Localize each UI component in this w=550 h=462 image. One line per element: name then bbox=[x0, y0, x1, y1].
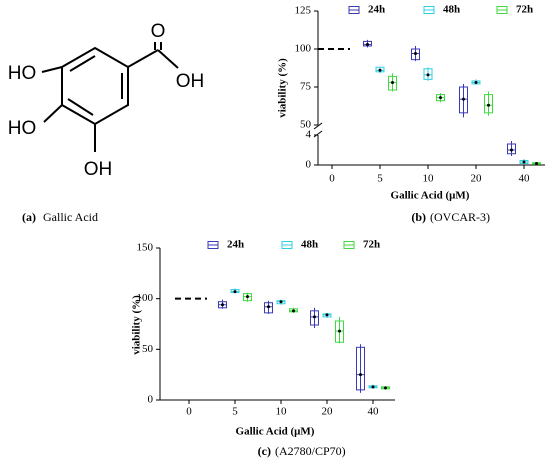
median-point bbox=[292, 309, 295, 313]
y-tick-label: 0 bbox=[148, 394, 154, 406]
y-tick-label: 0 bbox=[306, 159, 312, 171]
median-point bbox=[439, 96, 442, 100]
box bbox=[411, 48, 420, 61]
median-point bbox=[378, 68, 382, 72]
box bbox=[388, 75, 397, 91]
box bbox=[423, 68, 433, 80]
bond bbox=[41, 66, 63, 73]
median-point bbox=[246, 295, 249, 299]
median-point bbox=[510, 148, 513, 152]
axis-break bbox=[313, 130, 323, 138]
box bbox=[356, 346, 365, 391]
box bbox=[363, 40, 372, 47]
box bbox=[459, 86, 468, 114]
y-tick-label: 75 bbox=[300, 81, 312, 93]
x-tick-label: 40 bbox=[368, 406, 380, 418]
median-point bbox=[414, 52, 417, 56]
double-bond bbox=[69, 55, 96, 72]
x-axis-label: Gallic Acid (μM) bbox=[391, 190, 470, 202]
bond bbox=[43, 104, 63, 123]
caption: (OVCAR-3) bbox=[430, 210, 490, 224]
median-point bbox=[535, 162, 538, 165]
caption: Gallic Acid bbox=[43, 210, 98, 224]
box bbox=[243, 293, 252, 302]
median-point bbox=[221, 303, 224, 307]
x-tick-label: 40 bbox=[519, 173, 531, 185]
atom-label: OH bbox=[84, 159, 113, 180]
double-bond bbox=[67, 98, 94, 116]
box bbox=[484, 94, 493, 114]
x-tick-label: 10 bbox=[423, 173, 435, 185]
median-point bbox=[522, 160, 526, 164]
y-tick-label: 4 bbox=[306, 129, 312, 141]
caption-label: (b) bbox=[411, 210, 426, 224]
y-tick-label: 50 bbox=[300, 119, 312, 131]
median-point bbox=[325, 313, 329, 317]
median-point bbox=[371, 385, 375, 389]
caption: (A2780/CP70) bbox=[275, 444, 346, 458]
bond bbox=[157, 49, 179, 69]
y-tick-label: 100 bbox=[295, 43, 312, 55]
median-point bbox=[391, 80, 394, 84]
median-point bbox=[462, 97, 465, 101]
bond bbox=[127, 49, 159, 68]
box bbox=[310, 310, 319, 326]
x-tick-label: 20 bbox=[471, 173, 483, 185]
box bbox=[375, 66, 385, 73]
median-point bbox=[338, 329, 341, 333]
caption-label: (a) bbox=[22, 210, 36, 224]
box bbox=[264, 302, 273, 314]
x-tick-label: 20 bbox=[322, 406, 334, 418]
legend-label: 72h bbox=[516, 4, 533, 16]
box bbox=[507, 143, 516, 155]
median-point bbox=[313, 315, 316, 319]
y-tick-label: 100 bbox=[137, 292, 154, 304]
x-tick-label: 10 bbox=[276, 406, 288, 418]
atom-label: OH bbox=[176, 71, 205, 92]
median-point bbox=[279, 300, 283, 304]
y-axis-label: viability (%) bbox=[131, 295, 143, 355]
median-point bbox=[426, 73, 430, 77]
x-tick-label: 0 bbox=[186, 406, 192, 418]
caption-label: (c) bbox=[258, 444, 271, 458]
legend-label: 48h bbox=[443, 4, 460, 16]
x-axis-label: Gallic Acid (μM) bbox=[236, 426, 315, 438]
benzene-ring bbox=[61, 46, 129, 126]
y-tick-label: 150 bbox=[137, 242, 154, 254]
legend-label: 24h bbox=[368, 4, 385, 16]
atom-label: HO bbox=[8, 63, 37, 84]
x-tick-label: 0 bbox=[329, 173, 335, 185]
y-tick-label: 50 bbox=[142, 343, 154, 355]
median-point bbox=[487, 103, 490, 107]
axis-break bbox=[313, 122, 323, 130]
box bbox=[335, 320, 344, 343]
median-point bbox=[267, 305, 270, 309]
x-tick-label: 5 bbox=[232, 406, 238, 418]
legend-label: 72h bbox=[363, 239, 380, 251]
median-point bbox=[384, 386, 387, 390]
gallic-acid-structure bbox=[41, 42, 179, 152]
y-axis-label: viability (%) bbox=[277, 58, 289, 118]
atom-label: HO bbox=[8, 118, 37, 139]
median-point bbox=[474, 80, 478, 84]
legend-label: 48h bbox=[301, 239, 318, 251]
median-point bbox=[359, 373, 362, 377]
y-tick-label: 125 bbox=[295, 5, 312, 17]
atom-label: O bbox=[151, 21, 166, 42]
legend-label: 24h bbox=[227, 239, 244, 251]
median-point bbox=[233, 290, 237, 294]
x-tick-label: 5 bbox=[377, 173, 383, 185]
median-point bbox=[366, 42, 369, 46]
